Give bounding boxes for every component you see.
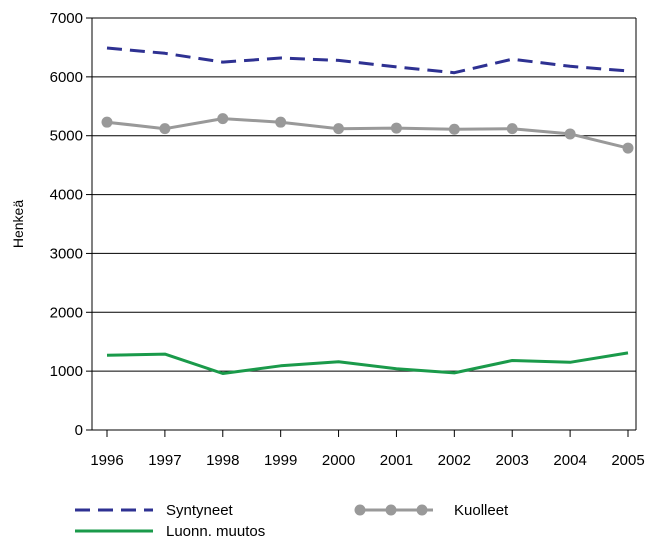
gridlines [92,17,636,372]
y-tick-label: 0 [75,422,83,439]
legend-marker [354,504,366,516]
x-tick-label: 2001 [380,452,413,469]
legend-marker [416,504,428,516]
data-point [448,123,460,135]
series-lines [101,46,634,375]
data-point [217,113,229,125]
x-tick-label: 2002 [438,452,471,469]
legend-marker [385,504,397,516]
y-tick-label: 1000 [50,363,83,380]
y-tick-label: 6000 [50,69,83,86]
legend-label-0: Syntyneet [166,502,234,519]
data-point [159,123,171,135]
x-tick-label: 2003 [496,452,529,469]
y-tick-label: 5000 [50,128,83,145]
x-tick-label: 1999 [264,452,297,469]
data-point [275,116,287,128]
x-tick-label: 2004 [553,452,586,469]
y-tick-label: 7000 [50,10,83,27]
data-point [333,123,345,135]
x-tick-label: 1997 [148,452,181,469]
y-tick-label: 2000 [50,304,83,321]
series-line-2 [106,351,629,375]
legend-label-1: Kuolleet [454,502,509,519]
y-tick-label: 3000 [50,245,83,262]
y-axis-label: Henkeä [10,200,26,248]
x-tick-label: 2005 [611,452,644,469]
axes: 0 1000 2000 3000 4000 5000 6000 7000 1996 1997 199… [50,10,645,469]
data-point [101,116,113,128]
legend: Syntyneet Kuolleet Luonn. muutos [75,502,509,537]
y-tick-label: 4000 [50,187,83,204]
data-point [622,142,634,154]
legend-label-2: Luonn. muutos [166,523,265,537]
series-line-1 [106,117,629,150]
data-point [390,122,402,134]
x-tick-label: 1998 [206,452,239,469]
x-tick-label: 1996 [90,452,123,469]
x-tick-label: 2000 [322,452,355,469]
data-point [564,128,576,140]
series-line-0 [106,46,629,75]
data-point [506,123,518,135]
